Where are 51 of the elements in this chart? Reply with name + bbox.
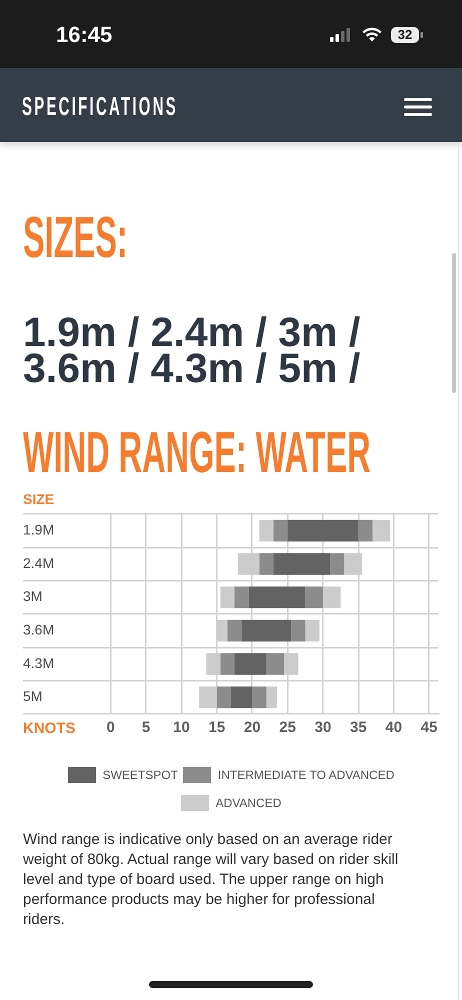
- bar: [305, 620, 320, 642]
- x-axis-title: KNOTS: [23, 720, 76, 738]
- bar: [266, 653, 284, 675]
- x-tick-label: 0: [106, 719, 115, 736]
- bar: [259, 553, 274, 575]
- x-tick-label: 10: [173, 719, 190, 736]
- bar: [273, 520, 288, 542]
- bar: [248, 586, 306, 608]
- legend-label: INTERMEDIATE TO ADVANCED: [218, 767, 394, 783]
- bar: [216, 686, 231, 708]
- bar: [220, 653, 235, 675]
- text: SPECIFICATIONS: [22, 91, 178, 121]
- x-tick-label: 20: [244, 719, 261, 736]
- text: 32: [391, 27, 419, 43]
- bar: [291, 620, 306, 642]
- bar: [234, 653, 266, 675]
- text: 1.9m / 2.4m / 3m / 3.6m / 4.3m / 5m /: [23, 309, 362, 391]
- bar: [372, 520, 390, 542]
- text: SIZES:: [23, 205, 128, 270]
- x-tick-label: 45: [420, 719, 438, 736]
- bar: [358, 520, 372, 542]
- bar: [242, 620, 292, 642]
- x-tick-label: 15: [208, 719, 226, 736]
- x-tick-label: 25: [279, 719, 296, 736]
- y-tick-label: 2.4M: [23, 554, 54, 571]
- y-tick-label: 1.9M: [23, 522, 54, 538]
- y-axis-title: SIZE: [23, 491, 54, 507]
- legend-label: SWEETSPOT: [102, 767, 178, 783]
- x-tick-label: 40: [385, 719, 402, 736]
- y-tick-label: 5M: [23, 688, 42, 704]
- chart-title: WIND RANGE: WATER: [23, 420, 371, 485]
- x-tick-label: 30: [314, 719, 332, 736]
- x-tick-label: 5: [142, 719, 150, 736]
- bar: [273, 553, 330, 575]
- bar: [220, 586, 235, 608]
- bar: [266, 686, 277, 708]
- bar: [234, 586, 249, 608]
- y-tick-label: 4.3M: [23, 654, 54, 671]
- bar: [230, 686, 252, 708]
- legend-label: ADVANCED: [216, 795, 282, 811]
- text: 16:45: [56, 22, 112, 48]
- bar: [330, 553, 344, 575]
- y-tick-label: 3.6M: [23, 622, 54, 638]
- x-tick-label: 35: [350, 719, 367, 736]
- text: Wind range is indicative only based on an average rider weight of 80kg. Actual range will vary based on rider skill level and type of board used. The upper range on high performance products may be higher for professional riders.: [23, 830, 400, 930]
- y-tick-label: 3M: [23, 588, 42, 604]
- bar: [259, 520, 274, 542]
- bar: [252, 686, 266, 708]
- bar: [305, 586, 323, 608]
- bar: [288, 520, 358, 542]
- bar: [227, 620, 242, 642]
